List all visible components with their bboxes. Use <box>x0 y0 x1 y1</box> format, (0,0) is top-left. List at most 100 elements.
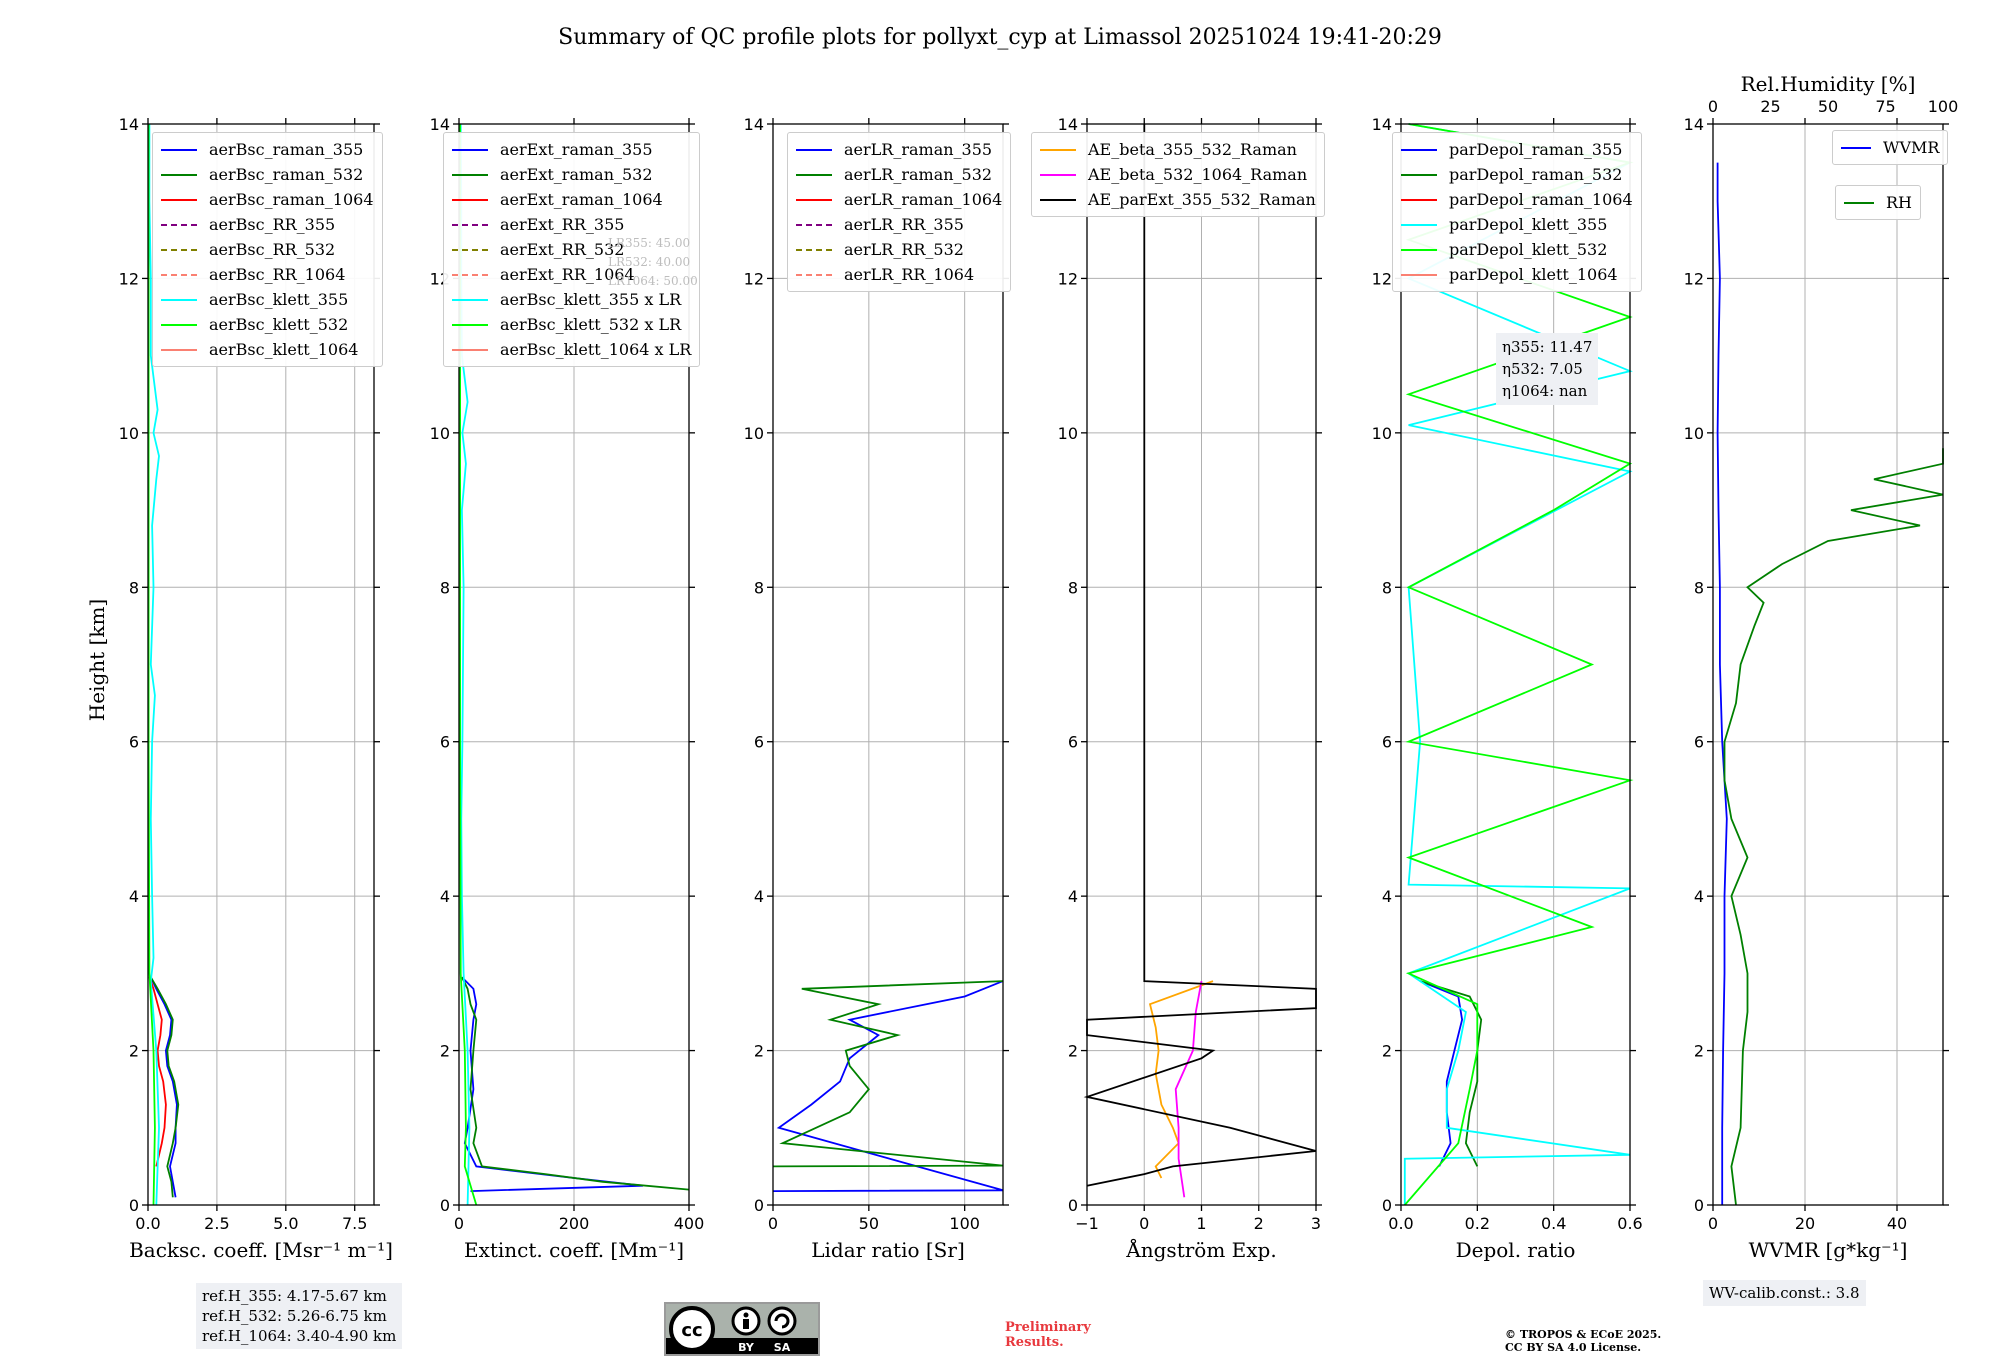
x-tick-label: 2 <box>1254 1214 1264 1233</box>
x-tick-label: 0.2 <box>1465 1214 1490 1233</box>
legend-swatch <box>452 298 488 301</box>
series-line-RH <box>1723 448 1944 1206</box>
legend-label: aerBsc_klett_1064 <box>209 340 359 359</box>
x-tick-label: 5.0 <box>273 1214 298 1233</box>
legend-swatch <box>452 323 488 326</box>
legend-swatch <box>161 273 197 276</box>
copyright-line-1: © TROPOS & ECoE 2025. <box>1505 1328 1662 1341</box>
x-tick-label: 0.0 <box>1388 1214 1413 1233</box>
legend-entry: parDepol_klett_532 <box>1401 237 1633 262</box>
top-x-tick-label: 0 <box>1708 97 1718 116</box>
x-axis-label: WVMR [g*kg⁻¹] <box>1749 1238 1908 1262</box>
legend-label: aerExt_raman_532 <box>500 165 653 184</box>
y-tick-label: 6 <box>754 733 764 752</box>
eta-value-0: η355: 11.47 <box>1502 338 1593 356</box>
legend-entry: AE_beta_355_532_Raman <box>1040 137 1316 162</box>
legend-swatch <box>452 173 488 176</box>
legend-entry: parDepol_raman_1064 <box>1401 187 1633 212</box>
series-line-aerExt_raman_355 <box>461 976 644 1192</box>
legend-entry: aerBsc_raman_355 <box>161 137 374 162</box>
x-axis-label: Backsc. coeff. [Msr⁻¹ m⁻¹] <box>129 1238 393 1262</box>
y-tick-label: 12 <box>119 269 139 288</box>
series-line-aerBsc_raman_355 <box>149 976 178 1198</box>
legend-entry: aerBsc_klett_1064 <box>161 337 374 362</box>
legend-label: aerLR_RR_1064 <box>844 265 975 284</box>
y-tick-label: 6 <box>129 733 139 752</box>
axes-frame <box>1712 123 1944 1206</box>
x-tick-label: 1 <box>1196 1214 1206 1233</box>
ref-height-1064: ref.H_1064: 3.40-4.90 km <box>202 1327 397 1345</box>
legend-entry: aerBsc_raman_1064 <box>161 187 374 212</box>
legend-label: parDepol_raman_532 <box>1449 165 1623 184</box>
y-tick-label: 2 <box>440 1042 450 1061</box>
x-tick-label: 3 <box>1311 1214 1321 1233</box>
y-tick-label: 14 <box>1684 115 1704 134</box>
legend-label: aerExt_raman_355 <box>500 140 653 159</box>
legend-entry: aerBsc_klett_355 x LR <box>452 287 691 312</box>
legend-label: AE_beta_532_1064_Raman <box>1088 165 1308 184</box>
legend-label: AE_parExt_355_532_Raman <box>1088 190 1316 209</box>
legend-swatch <box>796 273 832 276</box>
cc-by-label: BY <box>738 1341 755 1354</box>
wv-calibration-box: WV-calib.const.: 3.8 <box>1703 1280 1866 1306</box>
legend-entry: AE_beta_532_1064_Raman <box>1040 162 1316 187</box>
legend-swatch <box>452 148 488 151</box>
legend-swatch <box>1844 201 1874 204</box>
x-tick-label: 0.4 <box>1541 1214 1566 1233</box>
legend-depolarization: parDepol_raman_355 parDepol_raman_532 parD… <box>1392 132 1642 292</box>
x-axis-label: Extinct. coeff. [Mm⁻¹] <box>464 1238 684 1262</box>
cc-sa-label: SA <box>774 1341 791 1354</box>
y-axis-label: Height [km] <box>85 599 109 721</box>
cc-badge-text: cc <box>681 1320 702 1341</box>
series-line-AE_beta_355_532_Raman <box>1148 980 1214 1179</box>
legend-swatch <box>1401 198 1437 201</box>
y-tick-label: 14 <box>744 115 764 134</box>
preliminary-line-2: Results. <box>1005 1335 1064 1350</box>
x-tick-label: 0 <box>1139 1214 1149 1233</box>
legend-entry: aerLR_raman_355 <box>796 137 1002 162</box>
y-tick-label: 4 <box>754 887 764 906</box>
legend-label: aerLR_raman_355 <box>844 140 993 159</box>
x-tick-label: 0 <box>454 1214 464 1233</box>
legend-swatch <box>452 248 488 251</box>
legend-water_vapor-wvmr: WVMR <box>1832 130 1949 165</box>
legend-entry: parDepol_klett_1064 <box>1401 262 1633 287</box>
x-tick-label: −1 <box>1075 1214 1099 1233</box>
lr-assumed-0: LR355: 45.00 <box>608 236 691 250</box>
wv-calibration-constant: WV-calib.const.: 3.8 <box>1709 1284 1860 1302</box>
top-x-tick-label: 50 <box>1818 97 1838 116</box>
y-tick-label: 4 <box>1694 887 1704 906</box>
legend-extinction: aerExt_raman_355 aerExt_raman_532 aerExt_r… <box>443 132 701 367</box>
y-tick-label: 10 <box>1058 424 1078 443</box>
legend-backscatter: aerBsc_raman_355 aerBsc_raman_532 aerBsc_r… <box>152 132 383 367</box>
legend-swatch <box>1401 248 1437 251</box>
preliminary-line-1: Preliminary <box>1005 1320 1091 1335</box>
x-tick-label: 100 <box>949 1214 980 1233</box>
y-tick-label: 4 <box>1382 887 1392 906</box>
legend-swatch <box>1040 173 1076 176</box>
legend-entry: aerExt_raman_1064 <box>452 187 691 212</box>
series-line-aerBsc_raman_532 <box>150 976 180 1198</box>
x-tick-label: 20 <box>1795 1214 1815 1233</box>
x-axis-label: Lidar ratio [Sr] <box>811 1238 965 1262</box>
legend-entry: aerExt_raman_532 <box>452 162 691 187</box>
legend-swatch <box>796 223 832 226</box>
legend-entry: aerBsc_raman_532 <box>161 162 374 187</box>
legend-label: aerBsc_RR_1064 <box>209 265 346 284</box>
series-line-aerLR_raman_532 <box>772 980 1004 1168</box>
legend-label: aerBsc_klett_532 x LR <box>500 315 682 334</box>
y-tick-label: 2 <box>1382 1042 1392 1061</box>
series-line-aerBsc_klett_532 x LR <box>459 124 478 1206</box>
top-x-axis-label: Rel.Humidity [%] <box>1741 72 1916 96</box>
y-tick-label: 0 <box>754 1196 764 1215</box>
legend-entry: aerLR_raman_1064 <box>796 187 1002 212</box>
y-tick-label: 2 <box>1068 1042 1078 1061</box>
legend-label: aerExt_raman_1064 <box>500 190 663 209</box>
legend-swatch <box>1040 148 1076 151</box>
legend-label: aerBsc_klett_355 <box>209 290 349 309</box>
legend-swatch <box>796 248 832 251</box>
axes-frame <box>147 123 375 1206</box>
legend-label: aerExt_RR_355 <box>500 215 625 234</box>
